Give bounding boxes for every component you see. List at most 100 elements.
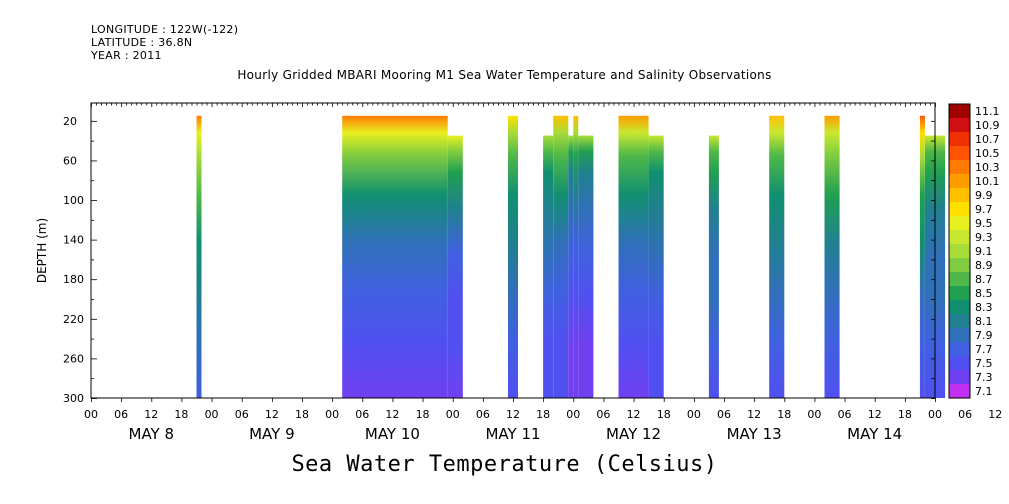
data-column bbox=[919, 115, 925, 399]
data-column bbox=[618, 115, 649, 399]
x-day-label: MAY 11 bbox=[485, 425, 540, 443]
y-tick-label: 260 bbox=[63, 352, 84, 365]
data-column bbox=[648, 135, 664, 398]
x-tick-label: 12 bbox=[265, 408, 279, 421]
colorbar-swatch bbox=[949, 202, 970, 217]
colorbar-swatch bbox=[949, 328, 970, 343]
x-tick-label: 00 bbox=[566, 408, 580, 421]
chart-title: Hourly Gridded MBARI Mooring M1 Sea Wate… bbox=[237, 68, 772, 82]
colorbar-label: 9.9 bbox=[975, 189, 993, 202]
x-tick-label: 12 bbox=[506, 408, 520, 421]
data-column bbox=[573, 115, 579, 399]
data-column bbox=[708, 135, 719, 398]
data-column bbox=[508, 115, 518, 399]
colorbar-label: 8.3 bbox=[975, 301, 993, 314]
colorbar-label: 7.7 bbox=[975, 343, 993, 356]
colorbar-label: 11.1 bbox=[975, 105, 1000, 118]
colorbar-label: 7.9 bbox=[975, 329, 993, 342]
y-tick-label: 20 bbox=[63, 115, 77, 128]
colorbar-swatch bbox=[949, 104, 970, 119]
data-column bbox=[578, 135, 594, 398]
x-tick-label: 00 bbox=[84, 408, 98, 421]
colorbar-swatch bbox=[949, 230, 970, 245]
colorbar-swatch bbox=[949, 370, 970, 385]
colorbar-frame bbox=[948, 103, 971, 399]
colorbar-swatch bbox=[949, 118, 970, 133]
data-column bbox=[769, 115, 785, 399]
x-tick-label: 00 bbox=[928, 408, 942, 421]
x-tick-label: 12 bbox=[385, 408, 399, 421]
x-day-label: MAY 14 bbox=[847, 425, 902, 443]
x-tick-label: 12 bbox=[144, 408, 158, 421]
x-day-label: MAY 12 bbox=[606, 425, 661, 443]
x-tick-label: 18 bbox=[174, 408, 188, 421]
x-tick-label: 06 bbox=[958, 408, 972, 421]
x-tick-label: 12 bbox=[988, 408, 1002, 421]
data-column bbox=[447, 135, 463, 398]
x-tick-label: 06 bbox=[235, 408, 249, 421]
data-column bbox=[543, 135, 554, 398]
colorbar-label: 7.1 bbox=[975, 385, 993, 398]
colorbar-label: 7.5 bbox=[975, 357, 993, 370]
y-axis-label: DEPTH (m) bbox=[35, 218, 49, 283]
colorbar-swatch bbox=[949, 300, 970, 315]
x-tick-label: 06 bbox=[596, 408, 610, 421]
colorbar-swatch bbox=[949, 314, 970, 329]
x-tick-label: 18 bbox=[777, 408, 791, 421]
x-tick-label: 06 bbox=[838, 408, 852, 421]
data-column bbox=[553, 115, 569, 399]
colorbar-label: 10.5 bbox=[975, 147, 1000, 160]
x-tick-label: 12 bbox=[627, 408, 641, 421]
colorbar-label: 7.3 bbox=[975, 371, 993, 384]
colorbar-swatch bbox=[949, 356, 970, 371]
x-tick-label: 18 bbox=[295, 408, 309, 421]
y-tick-label: 300 bbox=[63, 392, 84, 405]
y-tick-label: 60 bbox=[63, 154, 77, 167]
x-tick-label: 18 bbox=[657, 408, 671, 421]
x-tick-label: 06 bbox=[355, 408, 369, 421]
colorbar-label: 9.3 bbox=[975, 231, 993, 244]
y-tick-label: 100 bbox=[63, 194, 84, 207]
x-tick-label: 00 bbox=[446, 408, 460, 421]
colorbar-swatch bbox=[949, 132, 970, 147]
colorbar-label: 8.5 bbox=[975, 287, 993, 300]
x-tick-label: 00 bbox=[325, 408, 339, 421]
colorbar: 11.110.910.710.510.310.19.99.79.59.39.18… bbox=[948, 103, 1000, 399]
x-tick-label: 00 bbox=[205, 408, 219, 421]
x-tick-label: 06 bbox=[717, 408, 731, 421]
data-columns bbox=[196, 115, 946, 399]
x-tick-label: 18 bbox=[416, 408, 430, 421]
x-tick-label: 00 bbox=[807, 408, 821, 421]
x-day-label: MAY 8 bbox=[129, 425, 175, 443]
plot-axes: 00 06 12 18 00 06 12 18 00 06 12 18 00 06 12 18 00 06 12 18… bbox=[35, 102, 1002, 443]
x-tick-label: 18 bbox=[898, 408, 912, 421]
data-column bbox=[342, 115, 448, 399]
latitude-label: LATITUDE : 36.8N bbox=[91, 36, 193, 49]
x-tick-label: 12 bbox=[868, 408, 882, 421]
x-tick-label: 12 bbox=[747, 408, 761, 421]
colorbar-swatch bbox=[949, 342, 970, 357]
colorbar-label: 9.1 bbox=[975, 245, 993, 258]
colorbar-label: 10.7 bbox=[975, 133, 1000, 146]
colorbar-label: 8.7 bbox=[975, 273, 993, 286]
colorbar-swatch bbox=[949, 160, 970, 175]
y-tick-label: 220 bbox=[63, 313, 84, 326]
data-column bbox=[568, 135, 574, 398]
x-tick-label: 06 bbox=[476, 408, 490, 421]
longitude-label: LONGITUDE : 122W(-122) bbox=[91, 23, 239, 36]
colorbar-swatch bbox=[949, 384, 970, 399]
colorbar-label: 9.7 bbox=[975, 203, 993, 216]
x-tick-label: 06 bbox=[114, 408, 128, 421]
colorbar-swatch bbox=[949, 188, 970, 203]
colorbar-label: 8.9 bbox=[975, 259, 993, 272]
y-tick-label: 140 bbox=[63, 234, 84, 247]
colorbar-swatch bbox=[949, 216, 970, 231]
x-day-label: MAY 10 bbox=[365, 425, 420, 443]
plot-frame bbox=[90, 102, 936, 399]
data-column bbox=[196, 115, 202, 399]
colorbar-swatch bbox=[949, 286, 970, 301]
colorbar-swatch bbox=[949, 258, 970, 273]
colorbar-swatch bbox=[949, 272, 970, 287]
colorbar-swatch bbox=[949, 146, 970, 161]
